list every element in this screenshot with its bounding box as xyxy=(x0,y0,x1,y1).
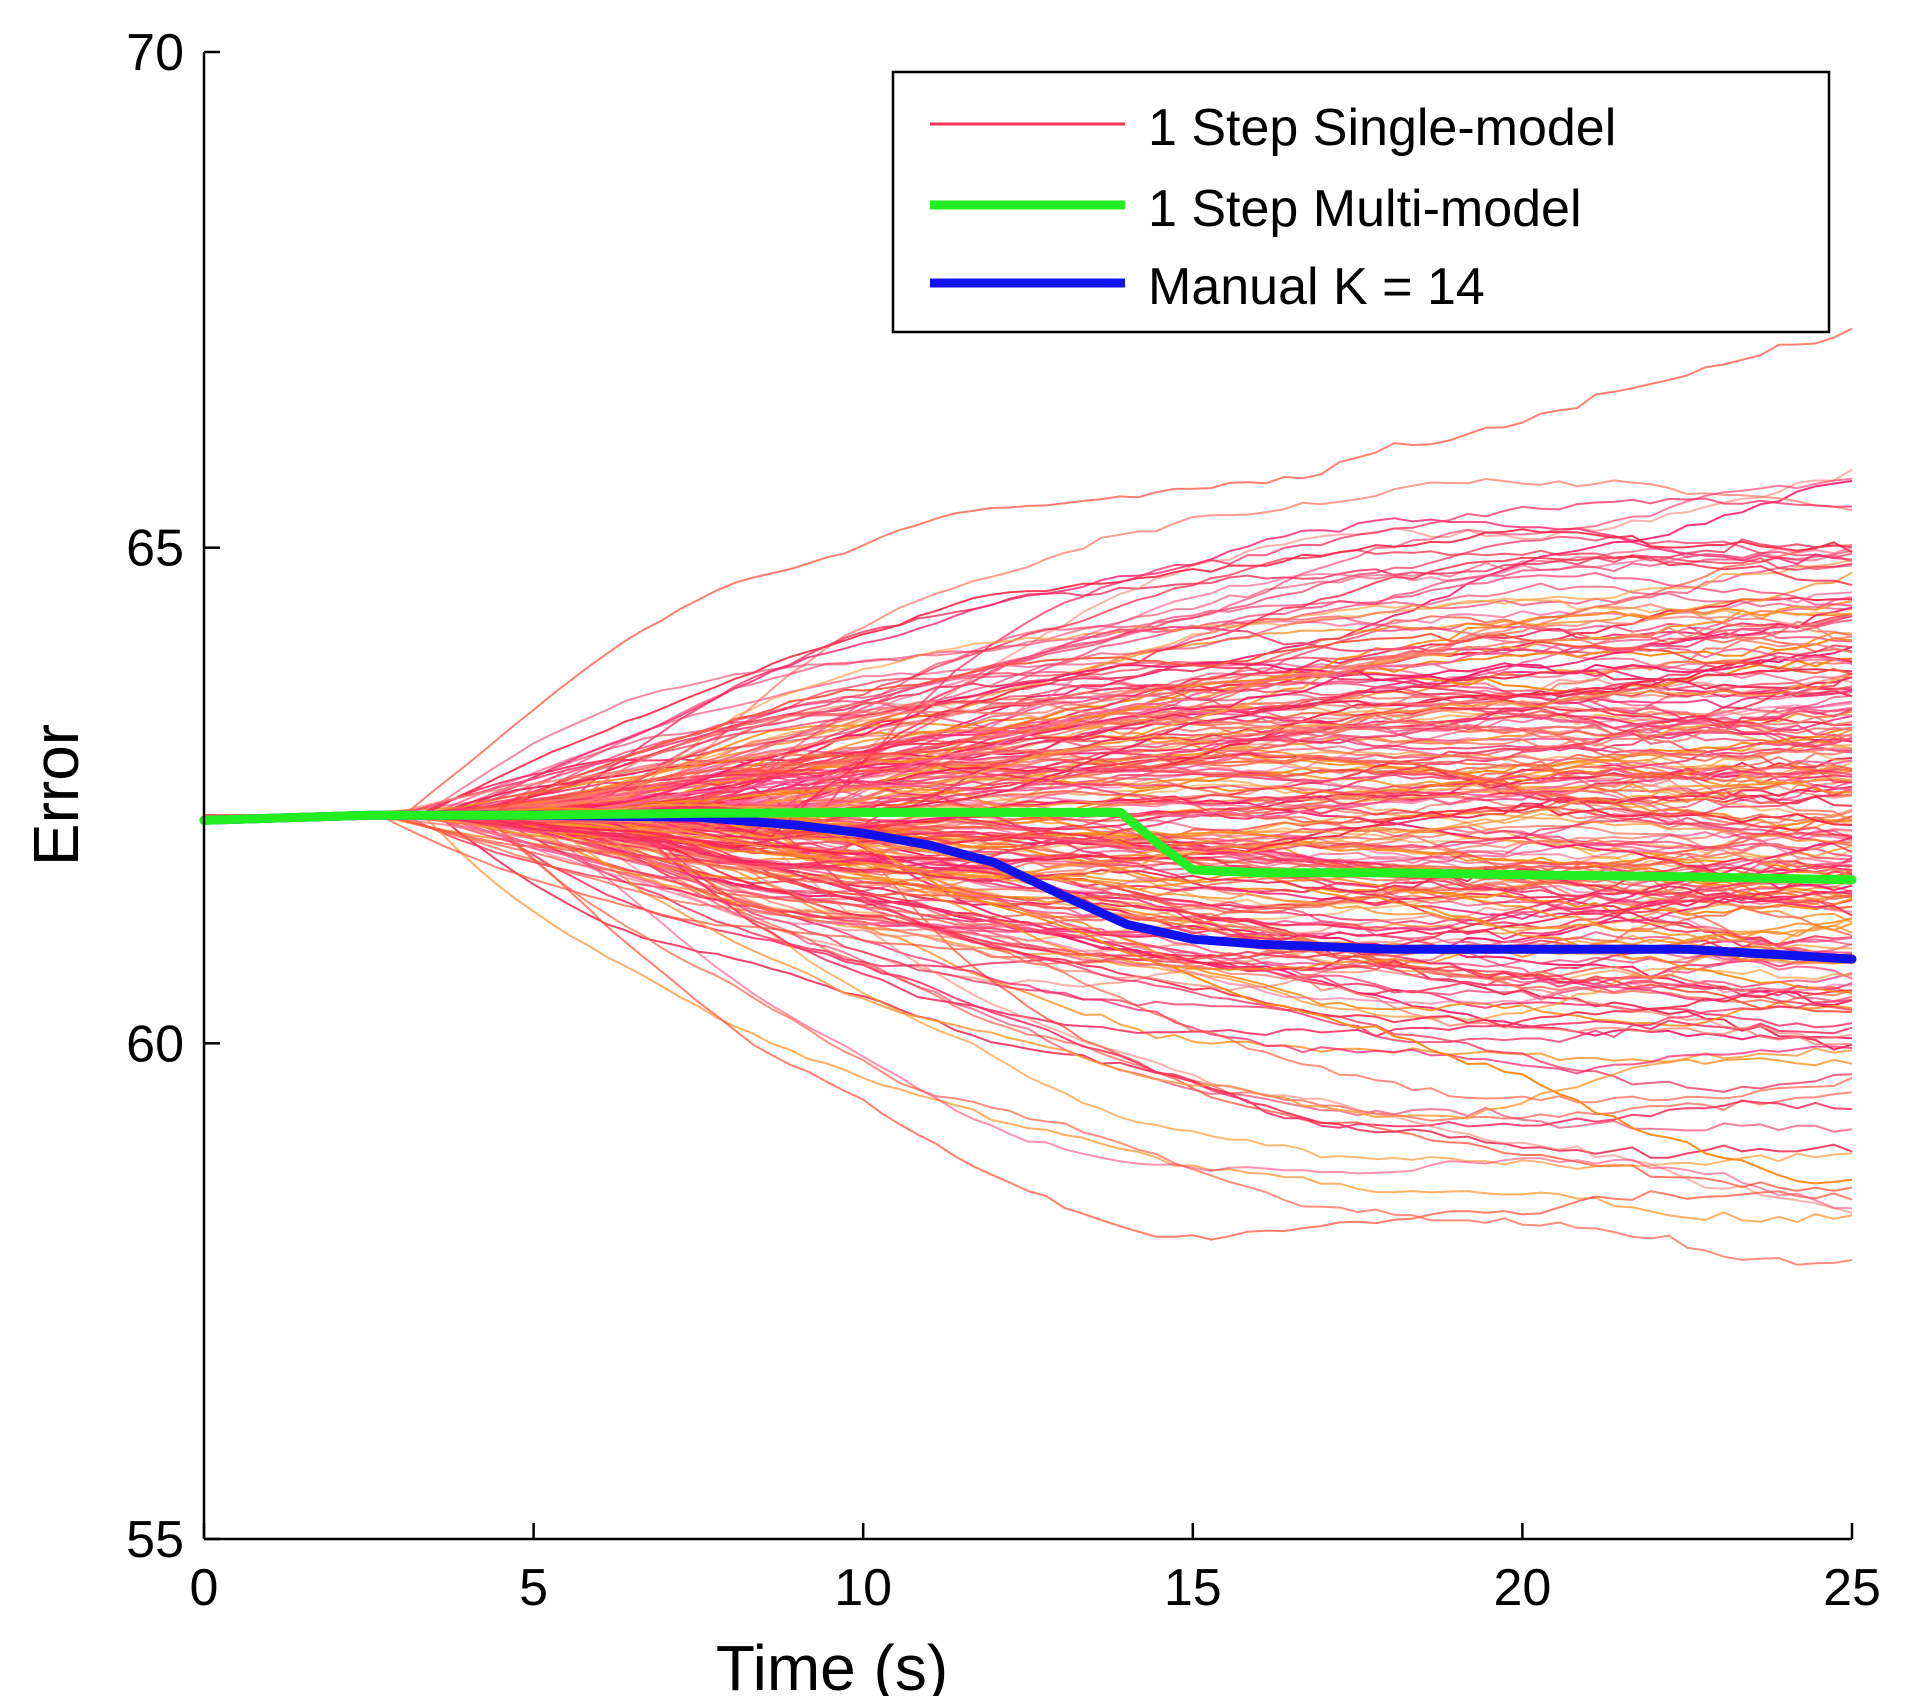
single-model-trajectory xyxy=(204,547,1853,817)
single-model-trajectory xyxy=(204,752,1853,818)
single-model-trajectory xyxy=(204,814,1853,948)
legend-label-multi-model: 1 Step Multi-model xyxy=(1148,180,1582,238)
x-axis-title: Time (s) xyxy=(716,1632,948,1696)
y-tick-label: 70 xyxy=(126,24,184,82)
y-axis-title: Error xyxy=(20,724,92,866)
x-tick-label: 0 xyxy=(190,1559,219,1617)
single-model-trajectory xyxy=(204,528,1853,817)
x-tick-label: 10 xyxy=(834,1559,892,1617)
single-model-trajectory xyxy=(204,615,1853,817)
y-tick-label: 65 xyxy=(126,520,184,578)
single-model-trajectory xyxy=(204,768,1853,898)
legend-label-manual-k: Manual K = 14 xyxy=(1148,258,1485,316)
y-tick-label: 60 xyxy=(126,1015,184,1073)
y-ticks: 55 60 65 70 xyxy=(126,24,220,1569)
legend-label-single-model: 1 Step Single-model xyxy=(1148,99,1616,157)
single-model-trajectory xyxy=(204,761,1853,882)
x-tick-label: 25 xyxy=(1823,1559,1881,1617)
single-model-trajectory xyxy=(204,582,1853,817)
legend: 1 Step Single-model 1 Step Multi-model M… xyxy=(891,70,1831,334)
single-model-trajectory xyxy=(204,813,1853,1005)
single-model-trajectory xyxy=(204,814,1853,966)
single-model-trajectory xyxy=(204,758,1853,817)
x-tick-label: 20 xyxy=(1493,1559,1551,1617)
x-ticks: 0 5 10 15 20 25 xyxy=(190,1523,1881,1617)
multi-model-line xyxy=(199,807,1857,885)
highlighted-series-lines xyxy=(199,807,1857,964)
x-tick-label: 5 xyxy=(519,1559,548,1617)
axes xyxy=(202,52,1852,1541)
single-model-trajectory xyxy=(204,750,1853,817)
x-tick-label: 15 xyxy=(1164,1559,1222,1617)
single-model-trajectory xyxy=(204,327,1853,817)
single-model-trajectory xyxy=(204,814,1853,878)
single-model-trajectory xyxy=(204,814,1853,1224)
y-tick-label: 55 xyxy=(126,1511,184,1569)
single-model-trajectory xyxy=(204,658,1853,817)
